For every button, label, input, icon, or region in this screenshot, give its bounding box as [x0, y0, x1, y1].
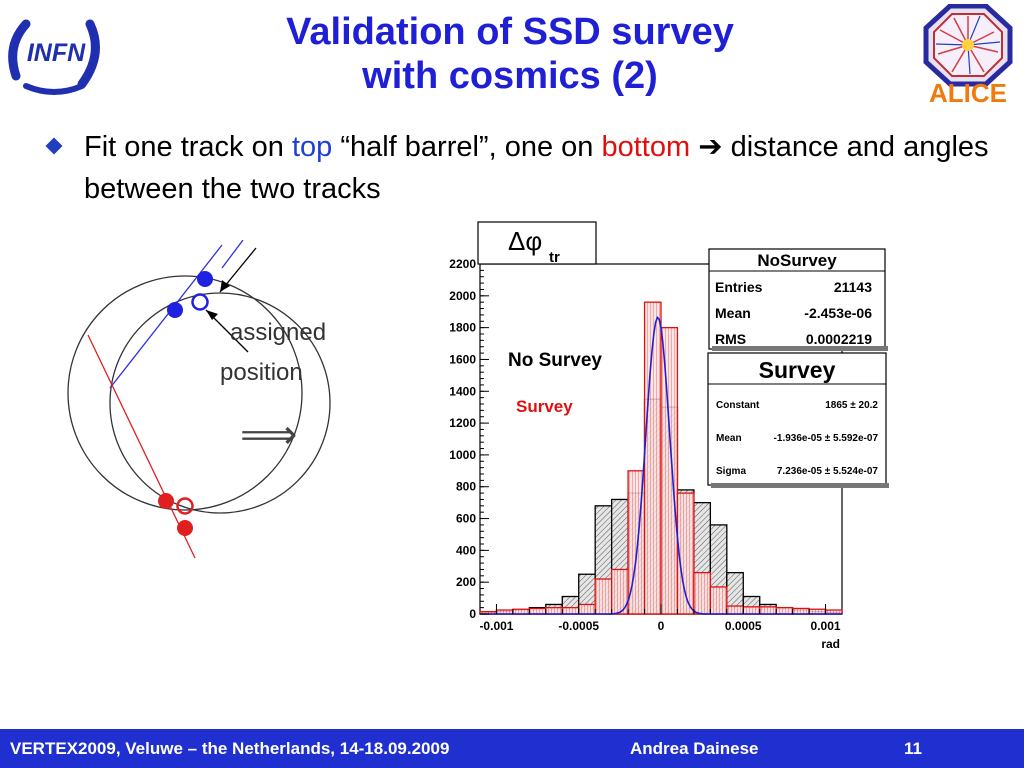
- top-assigned-position: [191, 293, 209, 311]
- stats-nosurvey-label: Mean: [715, 305, 751, 321]
- annotation-survey: Survey: [516, 397, 573, 416]
- footer-author: Andrea Dainese: [630, 739, 759, 758]
- stats-survey-title: Survey: [759, 357, 836, 383]
- hist-bar-survey: [742, 606, 761, 615]
- hist-bar-survey: [594, 578, 613, 615]
- infn-logo: INFN: [8, 19, 100, 95]
- bullet-word-bottom: bottom: [601, 131, 691, 163]
- stats-nosurvey-value: 21143: [834, 279, 872, 295]
- top-track-segment: [221, 240, 244, 269]
- stats-nosurvey-value: 0.0002219: [806, 331, 872, 347]
- hist-bar-survey: [775, 606, 794, 615]
- y-tick-label: 200: [456, 575, 476, 589]
- bottom-barrel-circle: [109, 292, 331, 514]
- bullet-text: Fit one track on top “half barrel”, one …: [84, 126, 1004, 210]
- implies-arrow-icon: ⟹: [240, 413, 297, 457]
- y-tick-label: 400: [456, 543, 476, 557]
- footer-conference: VERTEX2009, Veluwe – the Netherlands, 14…: [10, 739, 450, 758]
- hist-bar-survey: [693, 571, 712, 615]
- footer-bar: VERTEX2009, Veluwe – the Netherlands, 14…: [0, 729, 1024, 768]
- y-tick-label: 1000: [449, 448, 476, 462]
- top-track-line: [109, 244, 223, 389]
- top-hit-outer: [197, 271, 213, 287]
- slide-title: Validation of SSD survey with cosmics (2…: [200, 10, 820, 98]
- top-barrel-circle: [67, 275, 303, 511]
- alice-logo-text: ALICE: [929, 78, 1007, 104]
- y-tick-label: 2000: [449, 289, 476, 303]
- bullet-text-part3: distance and angles between the two trac…: [84, 131, 989, 205]
- gaussian-fit-curve: [480, 316, 842, 615]
- stats-box-survey: [707, 352, 887, 486]
- y-tick-label: 2200: [449, 257, 476, 271]
- slide-title-line2: with cosmics (2): [362, 55, 658, 97]
- y-tick-label: 1600: [449, 352, 476, 366]
- stats-box-nosurvey-shadow: [712, 346, 888, 351]
- hist-bar-survey: [561, 606, 580, 615]
- hist-bar-survey: [660, 326, 679, 615]
- stats-nosurvey-label: Entries: [715, 279, 763, 295]
- pointer-arrow-2: [217, 321, 249, 353]
- histogram-title-subscript: tr: [549, 249, 560, 266]
- stats-nosurvey-title: NoSurvey: [757, 251, 837, 270]
- bottom-track-line: [87, 334, 196, 559]
- infn-logo-text: INFN: [27, 39, 86, 67]
- stats-box-survey-shadow: [711, 483, 889, 488]
- y-tick-label: 1800: [449, 321, 476, 335]
- hist-bar-survey: [709, 586, 728, 615]
- annotation-no-survey: No Survey: [508, 350, 602, 371]
- half-barrel-diagram: assigned position ⟹: [67, 240, 331, 559]
- stats-box-nosurvey: [708, 248, 886, 350]
- bullet-text-part1: Fit one track on: [84, 131, 292, 163]
- y-tick-label: 0: [469, 607, 476, 621]
- delta-phi-histogram: 0 200 400 600 800 1000 1200 1400 1600 1800 2000 220…: [449, 221, 889, 651]
- x-tick-label: -0.001: [479, 619, 513, 633]
- histogram-title-box: [477, 221, 597, 265]
- stats-nosurvey-value: -2.453e-06: [804, 305, 872, 321]
- bottom-hit-outer: [177, 520, 193, 536]
- x-tick-label: 0.001: [811, 619, 841, 633]
- bullet-text-part2: “half barrel”, one on: [332, 131, 602, 163]
- assigned-label: assigned: [230, 319, 326, 346]
- hist-bar-survey: [545, 606, 563, 615]
- y-tick-label: 1200: [449, 416, 476, 430]
- hist-bar-survey: [791, 607, 810, 615]
- hist-bar-survey: [726, 605, 744, 615]
- x-tick-label: 0.0005: [725, 619, 762, 633]
- x-tick-label: -0.0005: [558, 619, 599, 633]
- hist-bar-survey: [578, 603, 596, 615]
- bottom-assigned-position: [176, 497, 194, 515]
- x-axis-label: rad: [821, 637, 840, 651]
- stats-survey-value: 7.236e-05 ± 5.524e-07: [777, 466, 879, 477]
- y-tick-label: 600: [456, 512, 476, 526]
- slide-title-line1: Validation of SSD survey: [286, 11, 734, 53]
- footer-page-number: 11: [904, 739, 922, 758]
- bottom-hit-inner: [158, 493, 174, 509]
- x-tick-label: 0: [658, 619, 665, 633]
- bullet-word-top: top: [291, 131, 333, 163]
- y-tick-label: 1400: [449, 384, 476, 398]
- hist-bar-survey: [676, 492, 695, 615]
- stats-survey-label: Constant: [716, 400, 760, 411]
- stats-survey-label: Sigma: [716, 466, 746, 477]
- histogram-title: Δφ: [508, 226, 542, 256]
- right-arrow-icon: ➔: [690, 131, 731, 163]
- hist-bar-survey: [759, 606, 777, 615]
- hist-bar-survey: [528, 607, 547, 615]
- stats-survey-label: Mean: [716, 433, 742, 444]
- top-hit-inner: [167, 302, 183, 318]
- position-label: position: [220, 359, 303, 386]
- diamond-bullet-icon: [45, 137, 63, 155]
- stats-survey-value: -1.936e-05 ± 5.592e-07: [774, 433, 879, 444]
- alice-logo: ALICE: [923, 4, 1013, 104]
- stats-nosurvey-label: RMS: [715, 331, 746, 347]
- y-tick-label: 800: [456, 480, 476, 494]
- stats-survey-value: 1865 ± 20.2: [825, 400, 878, 411]
